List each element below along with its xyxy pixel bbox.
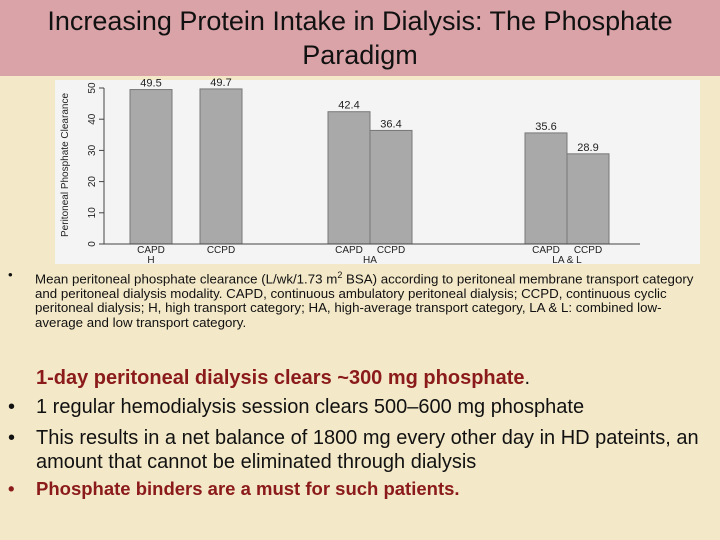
bar [369,129,413,245]
data-label: 49.7 [210,77,231,89]
slide-title: Increasing Protein Intake in Dialysis: T… [47,6,673,70]
data-label: 49.5 [140,78,161,90]
data-label: 42.4 [338,100,359,112]
caption-text: Mean peritoneal phosphate clearance (L/w… [35,271,338,287]
y-axis-label: Peritoneal Phosphate Clearance [60,93,71,237]
bullet-text: 1-day peritoneal dialysis clears ~300 mg… [36,367,525,389]
title-band [0,0,720,76]
bar [524,132,568,245]
bullet: • [8,427,16,449]
y-tick-label: 20 [87,176,98,188]
y-tick-label: 50 [87,82,98,94]
x-tick-label: CAPD [532,245,560,256]
bar [199,88,243,245]
bullet-item: • This results in a net balance of 1800 m… [8,426,706,474]
bullet: • [8,267,13,282]
y-tick-label: 40 [87,113,98,125]
bar [129,89,173,245]
data-label: 36.4 [380,118,401,130]
x-tick-label: CCPD [207,245,235,256]
group-label: LA & L [552,255,582,266]
bullet: • [8,478,15,499]
bullet-text: . [524,367,531,389]
x-tick-label: CCPD [377,245,405,256]
bullet-item: • Phosphate binders are a must for such p… [8,477,706,501]
data-label: 28.9 [577,142,598,154]
data-label: 35.6 [535,121,556,133]
bullet-text: Phosphate binders are a must for such pa… [36,478,460,499]
bullet-text: This results in a net balance of 1800 mg… [36,427,699,473]
bar [327,111,371,245]
caption-text: BSA) according to peritoneal membrane tr… [35,271,694,330]
bullet-item: • 1 regular hemodialysis session clears 5… [8,395,706,419]
bullet-text: 1 regular hemodialysis session clears 50… [36,396,585,418]
bullet-item: 1-day peritoneal dialysis clears ~300 mg… [36,366,706,390]
y-tick-label: 0 [87,241,98,247]
y-tick-label: 30 [87,144,98,156]
group-label: H [147,255,154,266]
bar [566,153,610,245]
x-tick-label: CCPD [574,245,602,256]
bullet: • [8,396,16,418]
group-label: HA [363,255,377,266]
chart: Peritoneal Phosphate Clearance 0 10 20 30 40… [55,77,700,266]
caption: • Mean peritoneal phosphate clearance (L/… [8,267,700,330]
caption-sup: 2 [337,270,343,280]
x-tick-label: CAPD [137,245,165,256]
y-tick-label: 10 [87,207,98,219]
x-tick-label: CAPD [335,245,363,256]
